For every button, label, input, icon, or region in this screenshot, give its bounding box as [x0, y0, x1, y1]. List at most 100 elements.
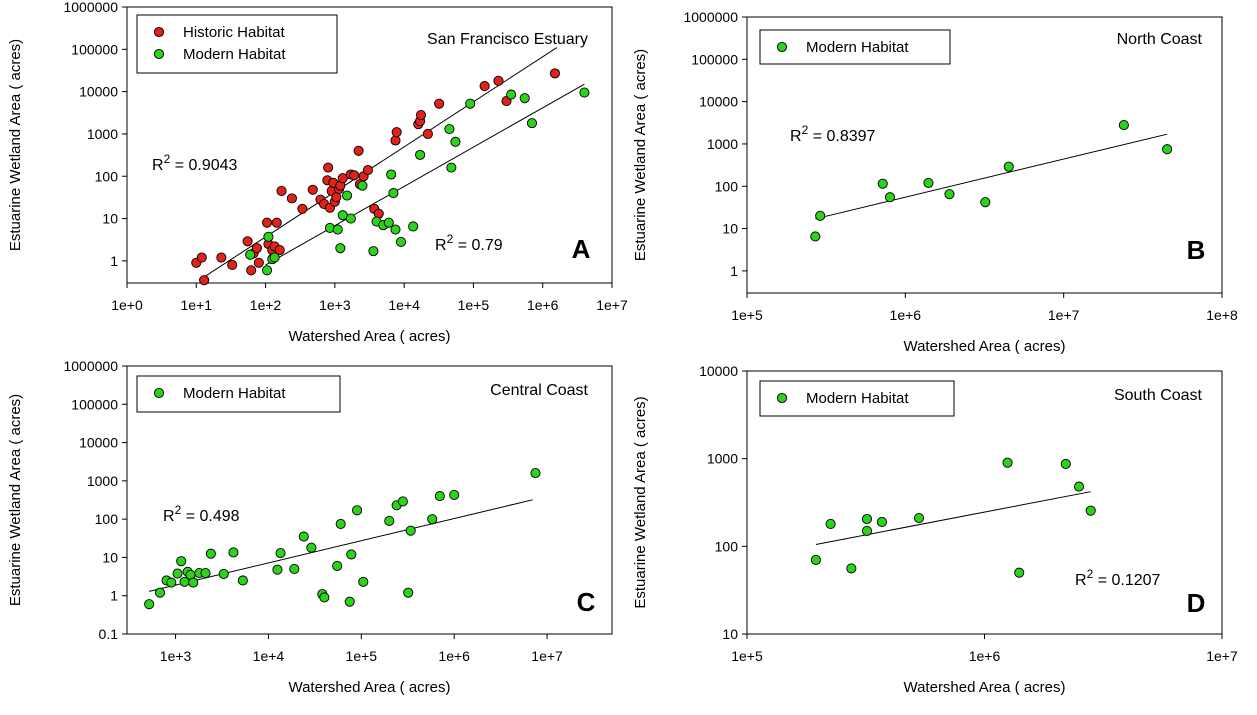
data-point: [434, 98, 445, 109]
panel-letter: B: [1187, 235, 1206, 265]
data-point: [228, 547, 239, 558]
data-point: [353, 145, 364, 156]
panel-d: 1e+5 1e+6 1e+7 10 100 1000 10000 Watershed Area…: [632, 363, 1238, 696]
data-point: [479, 81, 490, 92]
data-point: [408, 221, 419, 232]
data-point: [166, 577, 177, 588]
x-tick-label: 1e+8: [1206, 307, 1238, 323]
y-tick-label: 10000: [79, 84, 118, 100]
x-tick-label: 1e+2: [250, 297, 282, 313]
x-tick-label: 1e+5: [731, 307, 763, 323]
data-point: [877, 178, 888, 189]
data-point: [519, 93, 530, 104]
x-axis-label: Watershed Area ( acres): [903, 338, 1065, 355]
data-point: [344, 596, 355, 607]
data-point: [388, 188, 399, 199]
legend-marker: [153, 387, 165, 399]
legend-marker: [153, 48, 165, 60]
data-point: [390, 224, 401, 235]
legend-marker: [153, 26, 165, 38]
r-superscript: 2: [802, 123, 809, 137]
r-superscript: 2: [447, 232, 454, 246]
data-point: [307, 184, 318, 195]
data-point: [362, 165, 373, 176]
data-point: [237, 575, 248, 586]
data-point: [242, 236, 253, 247]
x-tick-label: 1e+6: [890, 307, 922, 323]
data-point: [216, 252, 227, 263]
y-tick-label: 1000000: [683, 9, 738, 25]
data-point: [434, 491, 445, 502]
legend: Historic Habitat Modern Habitat: [136, 14, 338, 74]
data-point: [1014, 567, 1025, 578]
legend-box: [759, 380, 955, 417]
x-tick-label: 1e+1: [181, 297, 213, 313]
legend-box: [136, 14, 338, 74]
x-tick-label: 1e+3: [319, 297, 351, 313]
panel-letter: D: [1187, 588, 1206, 618]
data-point: [884, 192, 896, 203]
data-point: [188, 577, 199, 588]
plot-frame: [126, 365, 613, 635]
data-point: [876, 516, 887, 527]
data-point: [298, 531, 309, 542]
r-value: = 0.79: [453, 237, 502, 254]
y-tick-label: 1000: [707, 451, 738, 467]
data-point: [846, 563, 857, 574]
data-point: [357, 180, 368, 191]
data-point: [289, 563, 300, 575]
r-squared-annotation: R2 = 0.498: [163, 503, 240, 525]
y-tick-label: 1000: [87, 126, 118, 142]
data-point: [154, 587, 166, 598]
y-tick-label: 10000: [79, 435, 118, 451]
trendline: [149, 499, 533, 592]
data-point: [1085, 505, 1096, 516]
x-tick-label: 1e+0: [111, 297, 143, 313]
trendline: [815, 133, 1168, 220]
x-axis-label: Watershed Area ( acres): [288, 328, 450, 345]
data-point: [397, 496, 408, 507]
data-point: [579, 87, 590, 98]
y-tick-label: 100000: [691, 51, 738, 67]
data-point: [352, 505, 363, 516]
data-point: [345, 213, 356, 224]
legend-entry: Historic Habitat: [183, 24, 286, 41]
data-point: [465, 98, 476, 109]
data-point: [335, 518, 346, 529]
data-point: [1162, 144, 1173, 155]
data-point: [825, 518, 836, 530]
panel-letter: C: [577, 587, 596, 617]
y-tick-label: 100: [95, 511, 119, 527]
data-point: [810, 231, 821, 242]
data-point: [1118, 119, 1129, 131]
y-tick-label: 10000: [699, 363, 738, 379]
y-axis-label: Estuarine Wetland Area ( acres): [632, 396, 649, 608]
trendline: [198, 47, 558, 281]
data-point: [422, 128, 433, 139]
data-point: [1002, 457, 1013, 468]
y-axis-label: Estuarine Wetland Area ( acres): [7, 394, 24, 606]
x-axis-label: Watershed Area ( acres): [288, 679, 450, 696]
x-tick-label: 1e+5: [458, 297, 490, 313]
data-point: [415, 149, 426, 160]
y-tick-label: 1000000: [63, 358, 118, 374]
y-tick-label: 100: [95, 168, 119, 184]
data-point: [444, 124, 455, 135]
r-symbol: R: [790, 128, 802, 145]
data-point: [246, 265, 257, 276]
r-symbol: R: [163, 508, 175, 525]
data-point: [815, 210, 826, 221]
data-point: [261, 217, 273, 228]
r-squared-annotation: R2 = 0.8397: [790, 123, 876, 145]
x-tick-label: 1e+4: [388, 297, 420, 313]
data-point: [861, 525, 873, 536]
data-point: [332, 560, 343, 571]
legend: Modern Habitat: [759, 29, 951, 65]
data-point: [405, 525, 416, 536]
data-point: [395, 236, 407, 248]
panel-b: 1e+5 1e+6 1e+7 1e+8 1 10 100 1000 10000 100000 100…: [632, 9, 1238, 355]
x-tick-label: 1e+6: [527, 297, 559, 313]
data-point: [493, 75, 504, 86]
data-point: [271, 217, 282, 228]
y-tick-label: 100: [715, 178, 739, 194]
